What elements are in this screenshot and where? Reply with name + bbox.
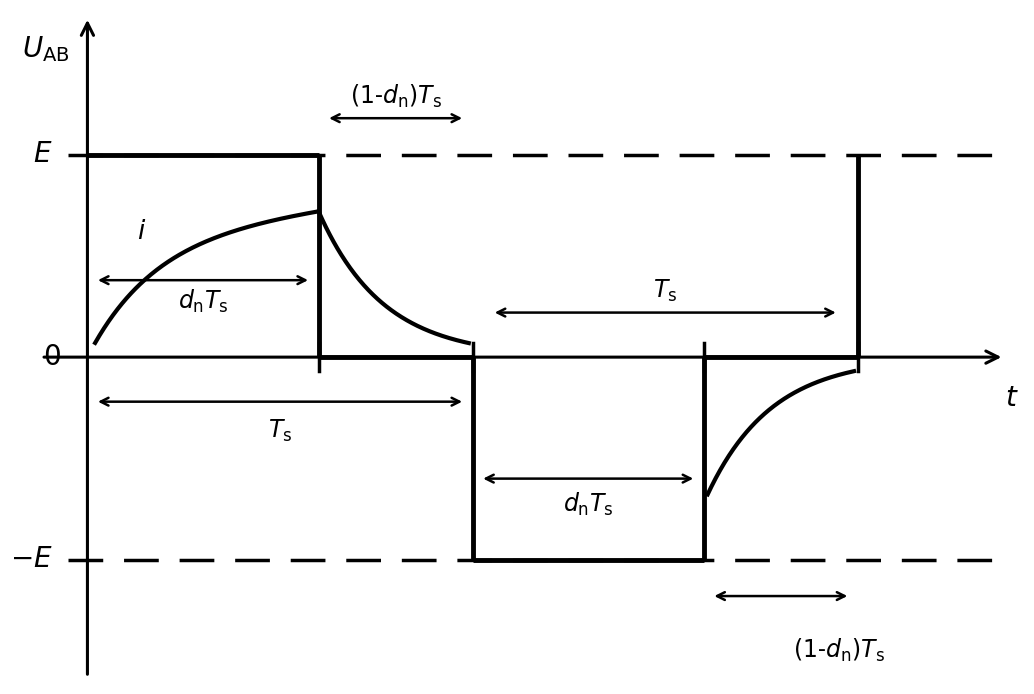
Text: $(1$-$d_{\mathrm{n}})T_{\mathrm{s}}$: $(1$-$d_{\mathrm{n}})T_{\mathrm{s}}$	[793, 636, 884, 663]
Text: $d_{\mathrm{n}}T_{\mathrm{s}}$: $d_{\mathrm{n}}T_{\mathrm{s}}$	[178, 288, 229, 316]
Text: $T_{\mathrm{s}}$: $T_{\mathrm{s}}$	[268, 418, 293, 444]
Text: $d_{\mathrm{n}}T_{\mathrm{s}}$: $d_{\mathrm{n}}T_{\mathrm{s}}$	[562, 491, 613, 518]
Text: $i$: $i$	[136, 219, 146, 244]
Text: $0$: $0$	[42, 344, 60, 371]
Text: $E$: $E$	[33, 141, 53, 168]
Text: $U_{\mathrm{AB}}$: $U_{\mathrm{AB}}$	[22, 35, 69, 65]
Text: $-E$: $-E$	[10, 546, 53, 573]
Text: $T_{\mathrm{s}}$: $T_{\mathrm{s}}$	[653, 278, 677, 305]
Text: $t$: $t$	[1005, 385, 1018, 412]
Text: $(1$-$d_{\mathrm{n}})T_{\mathrm{s}}$: $(1$-$d_{\mathrm{n}})T_{\mathrm{s}}$	[349, 83, 442, 110]
